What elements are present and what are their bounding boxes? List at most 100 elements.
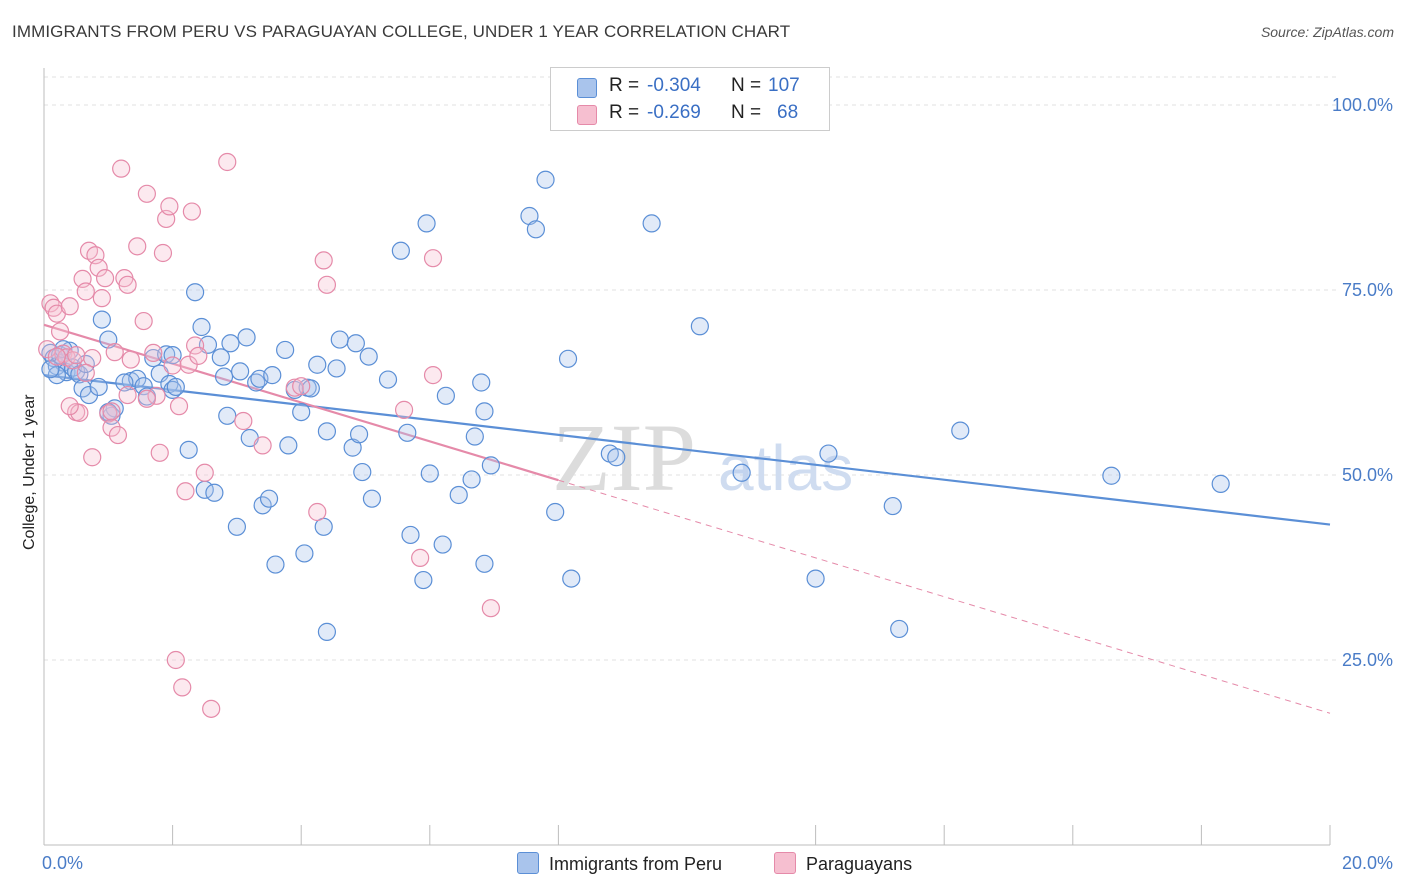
point-peru: [465, 427, 484, 446]
watermark-zip: ZIP: [552, 404, 696, 511]
point-peru: [353, 462, 372, 482]
point-peru: [475, 554, 494, 573]
point-paraguayans: [144, 343, 163, 362]
point-paraguayans: [411, 548, 430, 567]
bottom-legend-swatch-paraguayans: [774, 852, 796, 874]
legend-swatch-peru: [577, 78, 597, 98]
point-paraguayans: [176, 482, 195, 501]
point-peru: [346, 334, 365, 353]
point-peru: [806, 569, 825, 588]
point-peru: [266, 555, 285, 574]
point-paraguayans: [173, 678, 192, 697]
point-paraguayans: [186, 336, 205, 355]
point-paraguayans: [195, 463, 214, 482]
point-peru: [89, 377, 108, 397]
legend: R = -0.304 N = 107 R = -0.269 N = 68: [550, 67, 830, 131]
point-paraguayans: [60, 297, 79, 316]
point-peru: [218, 406, 237, 425]
point-paraguayans: [50, 322, 70, 341]
point-paraguayans: [202, 699, 221, 718]
point-paraguayans: [76, 363, 95, 382]
point-paraguayans: [121, 350, 140, 369]
point-peru: [186, 283, 205, 302]
bottom-legend-label-paraguayans: Paraguayans: [806, 854, 913, 874]
point-paraguayans: [89, 258, 108, 277]
y-axis-label: College, Under 1 year: [21, 394, 38, 550]
point-peru: [449, 485, 468, 505]
point-peru: [330, 330, 349, 349]
point-paraguayans: [314, 251, 333, 270]
legend-n-label: N =: [731, 75, 762, 96]
bottom-legend-paraguayans: Paraguayans: [774, 852, 912, 875]
legend-r-value: -0.269: [647, 102, 701, 123]
point-peru: [433, 535, 452, 554]
point-peru: [642, 214, 661, 233]
y-tick-label: 75.0%: [1342, 280, 1393, 300]
point-peru: [214, 367, 234, 386]
y-tick-label: 50.0%: [1342, 465, 1393, 485]
point-peru: [607, 448, 626, 467]
point-peru: [1211, 474, 1230, 493]
point-paraguayans: [102, 418, 121, 437]
watermark: ZIP atlas: [552, 404, 853, 511]
bottom-legend-peru: Immigrants from Peru: [517, 852, 722, 875]
point-paraguayans: [112, 159, 131, 178]
data-points: [38, 152, 1230, 718]
point-peru: [690, 317, 709, 336]
x-tick-label: 0.0%: [42, 853, 83, 873]
point-paraguayans: [234, 411, 253, 431]
point-paraguayans: [153, 243, 173, 263]
point-paraguayans: [423, 249, 443, 268]
point-paraguayans: [118, 275, 137, 294]
point-paraguayans: [481, 599, 500, 618]
point-peru: [890, 619, 909, 639]
point-paraguayans: [253, 436, 272, 455]
point-peru: [436, 386, 455, 405]
point-peru: [562, 569, 581, 588]
point-peru: [92, 310, 111, 329]
point-peru: [317, 622, 337, 641]
point-paraguayans: [70, 403, 89, 422]
point-paraguayans: [163, 356, 182, 375]
x-tick-label: 20.0%: [1342, 853, 1393, 873]
point-paraguayans: [108, 425, 128, 445]
point-paraguayans: [189, 346, 208, 365]
point-peru: [378, 370, 398, 389]
point-paraguayans: [105, 343, 124, 362]
watermark-atlas: atlas: [718, 432, 853, 504]
point-peru: [472, 373, 491, 392]
point-paraguayans: [67, 346, 86, 365]
point-peru: [192, 317, 211, 337]
point-peru: [67, 362, 86, 381]
chart-source: Source: ZipAtlas.com: [1260, 24, 1394, 40]
point-peru: [359, 347, 378, 366]
point-peru: [819, 444, 838, 463]
point-peru: [179, 440, 198, 459]
point-peru: [327, 359, 346, 378]
point-peru: [205, 483, 224, 502]
point-paraguayans: [118, 385, 137, 405]
axes: 25.0% 50.0% 75.0% 100.0% 0.0% 20.0%: [42, 68, 1393, 873]
bottom-legend-swatch-peru: [517, 852, 539, 874]
point-paraguayans: [394, 400, 414, 419]
legend-n-value: 68: [777, 102, 799, 123]
point-peru: [391, 241, 410, 260]
point-paraguayans: [92, 289, 111, 308]
point-peru: [475, 402, 494, 421]
point-peru: [414, 570, 433, 590]
chart-title: IMMIGRANTS FROM PERU VS PARAGUAYAN COLLE…: [12, 22, 791, 41]
point-peru: [546, 502, 565, 522]
point-paraguayans: [38, 340, 57, 359]
legend-r-label: R =: [609, 102, 640, 123]
point-paraguayans: [99, 404, 118, 423]
point-paraguayans: [47, 347, 66, 366]
point-paraguayans: [76, 282, 95, 301]
legend-n-value: 107: [768, 75, 800, 96]
point-peru: [732, 463, 751, 482]
point-peru: [211, 348, 230, 367]
legend-r-value: -0.304: [647, 75, 701, 96]
trend-line-peru: [43, 374, 1331, 526]
point-peru: [398, 423, 417, 442]
legend-n-label: N =: [731, 102, 762, 123]
